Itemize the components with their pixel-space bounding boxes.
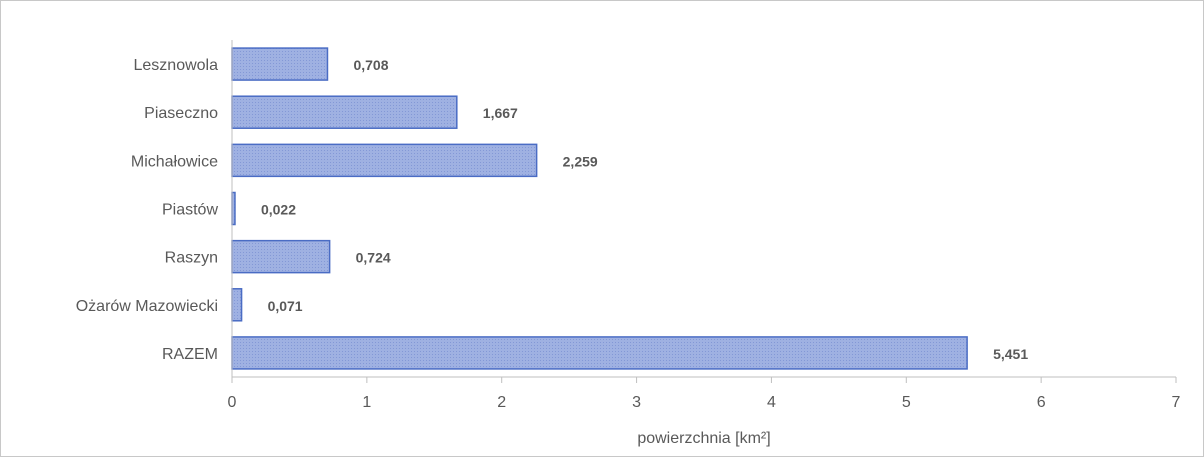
x-tick-label: 2: [497, 394, 506, 411]
category-label: RAZEM: [162, 346, 218, 363]
bars-layer: [231, 47, 968, 370]
labels-layer: Lesznowola 0,708 Piaseczno 1,667 Michałowice…: [76, 57, 1029, 363]
data-label: 0,022: [261, 202, 296, 218]
bar-0: [231, 47, 329, 81]
bar-6: [231, 336, 968, 370]
category-label: Lesznowola: [134, 57, 219, 74]
bar-4: [231, 239, 331, 274]
category-label: Piaseczno: [144, 105, 218, 122]
x-ticks-layer: 0 1 2 3 4 5 6 7: [228, 377, 1181, 411]
category-label: Michałowice: [131, 153, 218, 170]
x-axis-title: powierzchnia [km²]: [637, 430, 770, 447]
data-label: 5,451: [993, 346, 1028, 362]
category-label: Raszyn: [165, 250, 218, 267]
category-label: Piastów: [162, 202, 218, 219]
data-label: 0,724: [356, 250, 391, 266]
x-tick-label: 6: [1037, 394, 1046, 411]
x-tick-label: 4: [767, 394, 776, 411]
data-label: 0,071: [268, 298, 303, 314]
data-label: 1,667: [483, 105, 518, 121]
x-tick-label: 7: [1172, 394, 1181, 411]
x-tick-label: 3: [632, 394, 641, 411]
x-tick-label: 0: [228, 394, 237, 411]
bar-5: [231, 288, 243, 322]
data-label: 0,708: [353, 57, 388, 73]
bar-1: [231, 95, 458, 129]
bar-2: [231, 143, 538, 178]
category-label: Ożarów Mazowiecki: [76, 298, 218, 315]
x-tick-label: 5: [902, 394, 911, 411]
x-tick-label: 1: [362, 394, 371, 411]
data-label: 2,259: [563, 153, 598, 169]
